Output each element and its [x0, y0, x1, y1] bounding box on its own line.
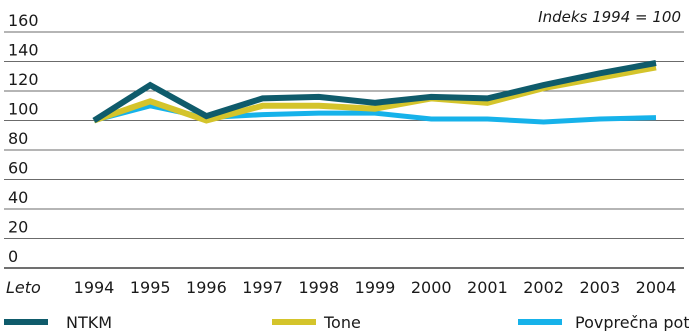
x-tick-label: 2001	[467, 278, 508, 297]
index-annotation: Indeks 1994 = 100	[538, 8, 681, 26]
x-tick-label: 2004	[636, 278, 677, 297]
legend-swatch	[4, 319, 48, 325]
y-tick-label: 40	[8, 188, 28, 207]
legend-swatch	[518, 319, 562, 325]
y-tick-label: 120	[8, 70, 39, 89]
x-tick-label: 1995	[130, 278, 171, 297]
x-tick-labels: 1994 1995 1996 1997 1998 1999 2000 2001 2002 2003…	[74, 278, 677, 297]
x-tick-label: 1997	[242, 278, 283, 297]
y-tick-label: 160	[8, 11, 39, 30]
y-tick-label: 60	[8, 159, 28, 178]
y-tick-label: 80	[8, 129, 28, 148]
legend-label: Tone	[323, 313, 361, 331]
x-tick-label: 1994	[74, 278, 115, 297]
y-tick-label: 20	[8, 218, 28, 237]
legend: NTKM Tone Povprečna pot	[4, 313, 689, 331]
x-tick-label: 1998	[298, 278, 339, 297]
y-tick-label: 0	[8, 247, 18, 266]
x-tick-label: 1996	[186, 278, 227, 297]
series-line	[92, 60, 657, 124]
x-tick-label: 2003	[579, 278, 620, 297]
series-lines	[92, 60, 657, 125]
series-line	[93, 64, 657, 124]
x-tick-label: 2000	[411, 278, 452, 297]
legend-label: NTKM	[66, 313, 112, 331]
x-axis-label: Leto	[6, 278, 41, 297]
x-tick-label: 2002	[523, 278, 564, 297]
x-tick-label: 1999	[355, 278, 396, 297]
y-tick-label: 140	[8, 41, 39, 60]
y-tick-labels: 0 20 40 60 80 100 120 140 160	[8, 11, 39, 266]
legend-label: Povprečna pot	[575, 313, 689, 331]
y-tick-label: 100	[8, 100, 39, 119]
gridlines	[4, 31, 684, 269]
legend-swatch	[272, 319, 316, 325]
